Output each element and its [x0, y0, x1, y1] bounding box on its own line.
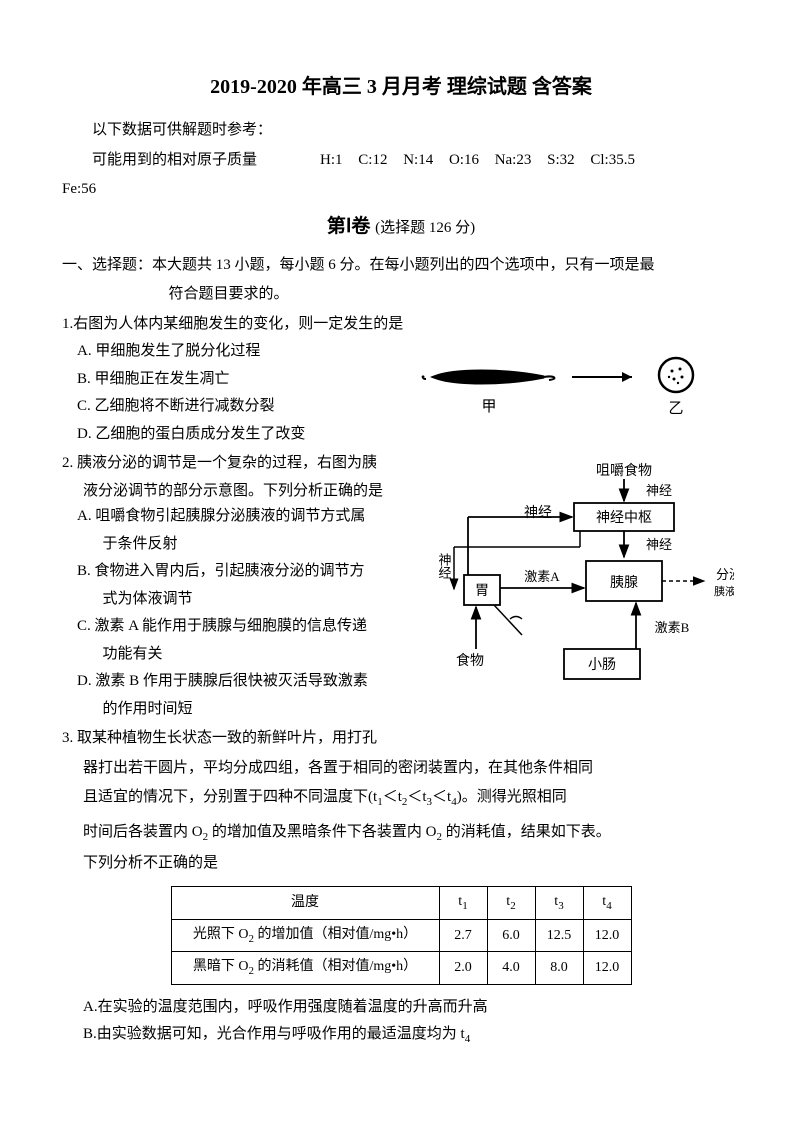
table-row: 温度 t1 t2 t3 t4 — [171, 887, 631, 919]
q2-opt-d1: D. 激素 B 作用于胰腺后很快被灭活导致激素 — [62, 669, 414, 695]
svg-text:分泌: 分泌 — [716, 567, 734, 582]
cell: 12.5 — [535, 919, 583, 951]
table-row: 光照下 O2 的增加值（相对值/mg•h） 2.7 6.0 12.5 12.0 — [171, 919, 631, 951]
section-sub: (选择题 126 分) — [375, 220, 475, 236]
section-title: 第Ⅰ卷 (选择题 126 分) — [62, 211, 740, 243]
svg-text:神经: 神经 — [646, 537, 672, 552]
q2-text: 2. 胰液分泌的调节是一个复杂的过程，右图为胰 液分泌调节的部分示意图。下列分析… — [62, 451, 414, 724]
cell: 2.0 — [439, 952, 487, 984]
q2-opt-a1: A. 咀嚼食物引起胰腺分泌胰液的调节方式属 — [62, 504, 414, 530]
q3-l3a: 且适宜的情况下，分别置于四种不同温度下 — [83, 789, 368, 805]
instructions-line1: 一、选择题：本大题共 13 小题，每小题 6 分。在每小题列出的四个选项中，只有… — [62, 253, 740, 279]
cell: 8.0 — [535, 952, 583, 984]
cell: 12.0 — [583, 952, 631, 984]
q2-stem1: 2. 胰液分泌的调节是一个复杂的过程，右图为胰 — [62, 451, 414, 477]
th-t1: t1 — [439, 887, 487, 919]
q2-opt-b1: B. 食物进入胃内后，引起胰液分泌的调节方 — [62, 559, 414, 585]
q2-figure: 咀嚼食物 神经 神经 神经中枢 神经 胃 神经 — [414, 451, 740, 717]
cell: 4.0 — [487, 952, 535, 984]
cell-change-diagram: 甲 乙 — [414, 339, 714, 435]
q1-figure: 甲 乙 — [414, 339, 740, 445]
cell: 12.0 — [583, 919, 631, 951]
svg-text:咀嚼食物: 咀嚼食物 — [596, 462, 652, 479]
q3-l3b: 。测得光照相同 — [462, 789, 567, 805]
svg-text:激素B: 激素B — [655, 620, 690, 635]
q3-opt-b: B.由实验数据可知，光合作用与呼吸作用的最适温度均为 t4 — [62, 1022, 740, 1049]
q1-opt-d: D. 乙细胞的蛋白质成分发生了改变 — [62, 422, 414, 448]
svg-text:神经: 神经 — [646, 483, 672, 498]
cell: 2.7 — [439, 919, 487, 951]
q2-stem2: 液分泌调节的部分示意图。下列分析正确的是 — [62, 479, 414, 505]
mass-label: 可能用到的相对原子质量 — [92, 152, 257, 168]
svg-text:神经: 神经 — [524, 505, 552, 521]
exam-page: 2019-2020 年高三 3 月月考 理综试题 含答案 以下数据可供解题时参考… — [0, 0, 800, 1091]
q3-stem1: 3. 取某种植物生长状态一致的新鲜叶片，用打孔 — [62, 726, 740, 752]
q3-opt-a: A.在实验的温度范围内，呼吸作用强度随着温度的升高而升高 — [62, 995, 740, 1021]
q2-opt-c2: 功能有关 — [62, 642, 414, 668]
q2-opt-d2: 的作用时间短 — [62, 697, 414, 723]
q1-opt-c: C. 乙细胞将不断进行减数分裂 — [62, 394, 414, 420]
svg-text:胃: 胃 — [475, 584, 489, 599]
fig1-label-left: 甲 — [481, 399, 496, 415]
q1-opt-a: A. 甲细胞发生了脱分化过程 — [62, 339, 414, 365]
svg-text:胰液: 胰液 — [714, 584, 734, 598]
svg-text:神经中枢: 神经中枢 — [596, 510, 652, 526]
section-main: 第Ⅰ卷 — [327, 216, 371, 237]
svg-text:小肠: 小肠 — [588, 657, 616, 673]
svg-text:胰腺: 胰腺 — [610, 575, 638, 591]
th-t3: t3 — [535, 887, 583, 919]
q3-stem4: 时间后各装置内 O2 的增加值及黑暗条件下各装置内 O2 的消耗值，结果如下表。 — [62, 820, 740, 847]
mass-values: H:1 C:12 N:14 O:16 Na:23 S:32 Cl:35.5 — [320, 152, 635, 168]
q2-opt-b2: 式为体液调节 — [62, 587, 414, 613]
atomic-mass-line: 可能用到的相对原子质量 H:1 C:12 N:14 O:16 Na:23 S:3… — [62, 148, 740, 174]
svg-text:激素A: 激素A — [524, 569, 560, 584]
table-row: 黑暗下 O2 的消耗值（相对值/mg•h） 2.0 4.0 8.0 12.0 — [171, 952, 631, 984]
row1-label: 光照下 O2 的增加值（相对值/mg•h） — [171, 919, 439, 951]
q3-data-table: 温度 t1 t2 t3 t4 光照下 O2 的增加值（相对值/mg•h） 2.7… — [171, 886, 632, 984]
q3-ineq: (t1＜t2＜t3＜t4) — [368, 789, 462, 805]
th-t2: t2 — [487, 887, 535, 919]
q1-opt-b: B. 甲细胞正在发生凋亡 — [62, 367, 414, 393]
q2-opt-c1: C. 激素 A 能作用于胰腺与细胞膜的信息传递 — [62, 614, 414, 640]
q1-options: A. 甲细胞发生了脱分化过程 B. 甲细胞正在发生凋亡 C. 乙细胞将不断进行减… — [62, 339, 414, 449]
th-t4: t4 — [583, 887, 631, 919]
th-temp: 温度 — [171, 887, 439, 919]
row2-label: 黑暗下 O2 的消耗值（相对值/mg•h） — [171, 952, 439, 984]
pancreas-regulation-diagram: 咀嚼食物 神经 神经 神经中枢 神经 胃 神经 — [414, 457, 734, 707]
q2-opt-a2: 于条件反射 — [62, 532, 414, 558]
q1-row: A. 甲细胞发生了脱分化过程 B. 甲细胞正在发生凋亡 C. 乙细胞将不断进行减… — [62, 339, 740, 449]
cell: 6.0 — [487, 919, 535, 951]
fe-mass: Fe:56 — [62, 177, 740, 203]
page-title: 2019-2020 年高三 3 月月考 理综试题 含答案 — [62, 70, 740, 104]
q2-row: 2. 胰液分泌的调节是一个复杂的过程，右图为胰 液分泌调节的部分示意图。下列分析… — [62, 451, 740, 724]
instructions-line2: 符合题目要求的。 — [62, 282, 740, 308]
q1-stem: 1.右图为人体内某细胞发生的变化，则一定发生的是 — [62, 312, 740, 338]
q3-stem5: 下列分析不正确的是 — [62, 851, 740, 877]
reference-intro: 以下数据可供解题时参考： — [62, 118, 740, 144]
q3-stem3: 且适宜的情况下，分别置于四种不同温度下(t1＜t2＜t3＜t4)。测得光照相同 — [62, 785, 740, 812]
svg-text:食物: 食物 — [456, 652, 484, 669]
svg-text:神经: 神经 — [437, 553, 452, 579]
fig1-label-right: 乙 — [668, 401, 683, 417]
q3-stem2: 器打出若干圆片，平均分成四组，各置于相同的密闭装置内，在其他条件相同 — [62, 756, 740, 782]
